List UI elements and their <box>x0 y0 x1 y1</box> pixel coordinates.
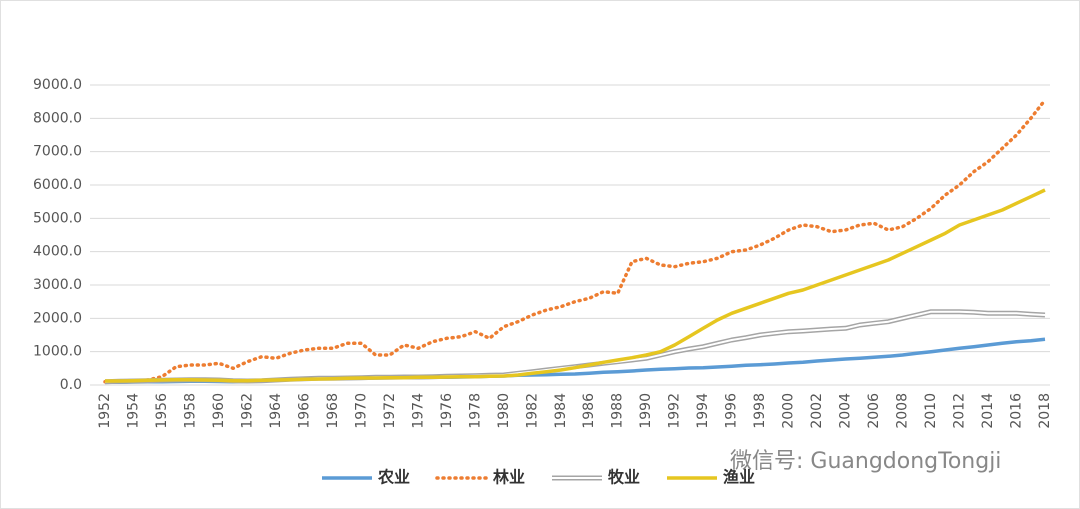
x-tick-label: 1972 <box>382 393 398 429</box>
y-tick-label: 5000.0 <box>33 210 82 226</box>
series-line <box>105 188 1046 383</box>
x-tick-label: 1984 <box>553 393 569 429</box>
legend-label: 农业 <box>377 468 410 487</box>
series-line <box>103 98 1047 384</box>
x-tick-label: 2006 <box>866 393 882 429</box>
x-tick-label: 1994 <box>695 393 711 429</box>
x-tick-label: 2018 <box>1037 393 1053 429</box>
y-tick-label: 2000.0 <box>33 310 82 326</box>
x-tick-label: 2008 <box>895 393 911 429</box>
watermark: 微信号: GuangdongTongji <box>730 449 1001 474</box>
y-tick-label: 8000.0 <box>33 110 82 126</box>
x-tick-label: 1958 <box>182 393 198 429</box>
x-tick-label: 1964 <box>268 393 284 429</box>
x-tick-label: 1998 <box>752 393 768 429</box>
x-tick-label: 2012 <box>952 393 968 429</box>
x-tick-label: 1966 <box>296 393 312 429</box>
x-tick-label: 1974 <box>410 393 426 429</box>
x-tick-label: 1986 <box>581 393 597 429</box>
x-tick-label: 1954 <box>125 393 141 429</box>
x-tick-label: 1990 <box>638 393 654 429</box>
legend-label: 渔业 <box>723 468 755 487</box>
y-tick-label: 4000.0 <box>33 244 82 260</box>
y-tick-label: 6000.0 <box>33 177 82 193</box>
x-tick-label: 1962 <box>239 393 255 429</box>
x-tick-label: 1982 <box>524 393 540 429</box>
x-tick-label: 2002 <box>809 393 825 429</box>
x-tick-label: 1996 <box>724 393 740 429</box>
y-tick-label: 9000.0 <box>33 77 82 93</box>
x-tick-label: 2016 <box>1009 393 1025 429</box>
y-tick-label: 7000.0 <box>33 144 82 160</box>
x-tick-label: 1956 <box>154 393 170 429</box>
y-tick-label: 1000.0 <box>33 344 82 360</box>
x-tick-label: 1952 <box>97 393 113 429</box>
y-tick-label: 3000.0 <box>33 277 82 293</box>
x-tick-label: 1976 <box>439 393 455 429</box>
x-tick-label: 2004 <box>838 393 854 429</box>
x-tick-label: 1992 <box>667 393 683 429</box>
x-tick-label: 2014 <box>980 393 996 429</box>
x-tick-label: 2000 <box>781 393 797 429</box>
x-tick-label: 1968 <box>325 393 341 429</box>
x-tick-label: 1988 <box>610 393 626 429</box>
legend-label: 牧业 <box>608 468 640 487</box>
x-tick-label: 1980 <box>496 393 512 429</box>
x-tick-label: 1960 <box>211 393 227 429</box>
x-tick-label: 1978 <box>467 393 483 429</box>
x-tick-label: 2010 <box>923 393 939 429</box>
y-tick-label: 0.0 <box>60 377 82 393</box>
x-tick-label: 1970 <box>353 393 369 429</box>
legend-label: 林业 <box>493 468 525 487</box>
